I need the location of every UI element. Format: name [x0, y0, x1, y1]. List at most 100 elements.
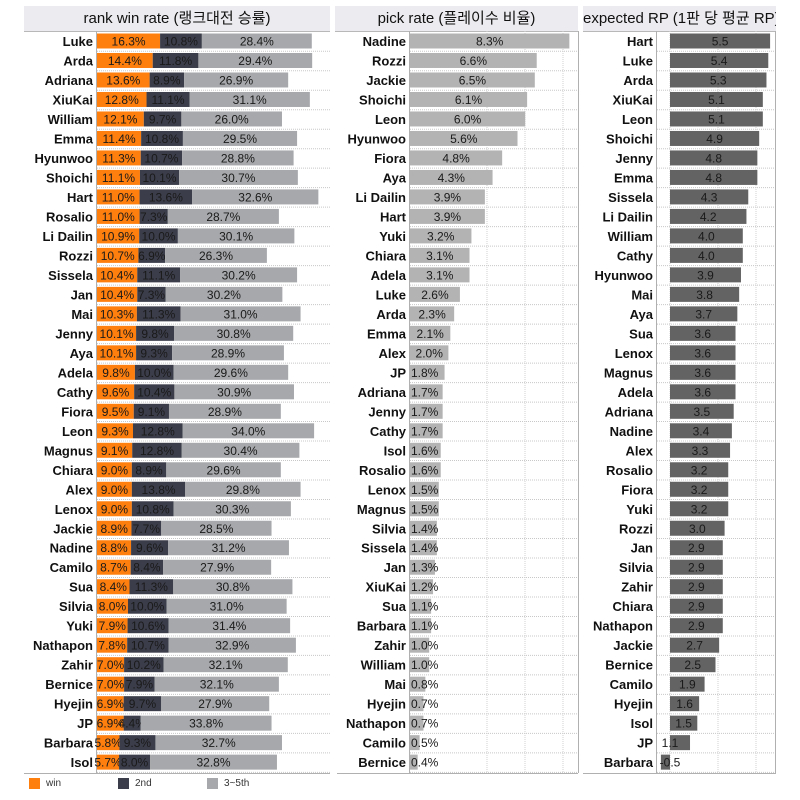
bar-win-camilo [97, 559, 131, 575]
value-label-rp-alex: 3.3 [692, 444, 709, 458]
bar-rp-nadine [670, 423, 732, 439]
x-axis-baseline [24, 773, 330, 774]
category-label-xiukai: XiuKai [53, 92, 93, 107]
bar-pick-adela [410, 267, 470, 283]
category-label-isol: Isol [71, 755, 93, 770]
panel-title-rank-win-rate: rank win rate (랭크대전 승률) [24, 6, 330, 32]
bar-win-fiora [97, 403, 134, 419]
bar-3-5th-lenox [173, 501, 291, 517]
value-label-3-5th-lenox: 30.3% [215, 502, 249, 516]
bar-3-5th-fiora [168, 403, 281, 419]
value-label-2nd-sissela: 11.1% [142, 268, 175, 282]
bar-3-5th-li-dailin [177, 228, 295, 244]
bar-rp-jp [670, 735, 691, 751]
value-label-rp-nadine: 3.4 [693, 424, 710, 438]
bar-rp-silvia [670, 559, 723, 575]
bar-3-5th-jp [140, 715, 272, 731]
bar-pick-cathy [410, 423, 443, 439]
bar-2nd-sua [129, 579, 174, 595]
value-label-rp-jan: 2.9 [688, 541, 705, 555]
value-label-rp-chiara: 2.9 [688, 600, 705, 614]
category-label-nadine: Nadine [50, 541, 93, 556]
category-label-leon: Leon [622, 112, 653, 127]
value-label-3-5th-rosalio: 28.7% [206, 210, 240, 224]
value-label-2nd-camilo: 8.4% [133, 561, 161, 575]
category-label-sua: Sua [69, 580, 94, 595]
bar-pick-chiara [410, 247, 470, 263]
value-label-pick-chiara: 3.1% [426, 249, 454, 263]
bar-win-yuki [97, 618, 128, 634]
bar-rp-luke [670, 52, 769, 68]
category-label-silvia: Silvia [372, 521, 407, 536]
bar-3-5th-mai [180, 306, 301, 322]
value-label-2nd-nathapon: 10.7% [131, 639, 165, 653]
bar-pick-mai [410, 676, 426, 692]
value-label-win-nathapon: 7.8% [98, 639, 126, 653]
category-label-sua: Sua [629, 326, 654, 341]
category-label-hart: Hart [627, 34, 654, 49]
bar-win-isol [97, 754, 120, 770]
value-label-win-fiora: 9.5% [102, 405, 130, 419]
value-label-win-camilo: 8.7% [100, 561, 128, 575]
value-label-2nd-li-dailin: 10.0% [142, 229, 176, 243]
legend-item-win: win [29, 778, 61, 789]
bar-3-5th-camilo [163, 559, 272, 575]
category-label-jan: Jan [384, 560, 406, 575]
bar-3-5th-luke [201, 33, 312, 49]
bar-rp-jenny [670, 150, 758, 166]
bar-3-5th-rozzi [165, 247, 267, 263]
value-label-2nd-nadine: 9.6% [136, 541, 164, 555]
category-label-shoichi: Shoichi [359, 92, 406, 107]
value-label-rp-hyejin: 1.6 [676, 697, 693, 711]
bar-2nd-jp [123, 715, 141, 731]
bar-pick-hyunwoo [410, 130, 518, 146]
bar-pick-magnus [410, 501, 439, 517]
bar-2nd-barbara [119, 735, 156, 751]
bar-2nd-hart [139, 189, 193, 205]
category-label-william: William [361, 658, 406, 673]
value-label-win-silvia: 8.0% [99, 600, 127, 614]
legend-label-3-5th: 3~5th [224, 778, 250, 789]
bar-win-sissela [97, 267, 138, 283]
bar-win-william [97, 111, 144, 127]
legend-swatch-win [29, 778, 40, 789]
value-label-2nd-bernice: 7.9% [126, 678, 154, 692]
bar-pick-sua [410, 598, 432, 614]
value-label-win-jp: 6.9% [97, 717, 125, 731]
value-label-win-alex: 9.0% [101, 483, 129, 497]
category-label-adriana: Adriana [605, 404, 654, 419]
panel-right-border [775, 31, 776, 773]
value-label-win-adela: 9.8% [102, 366, 130, 380]
bar-win-aya [97, 345, 137, 361]
panel-right-border [578, 31, 579, 773]
value-label-win-shoichi: 11.1% [102, 171, 135, 185]
bar-rp-sissela [670, 189, 749, 205]
category-label-sua: Sua [382, 599, 407, 614]
bar-pick-alex [410, 345, 449, 361]
value-label-pick-cathy: 1.7% [411, 424, 439, 438]
value-label-2nd-zahir: 10.2% [127, 658, 161, 672]
value-label-3-5th-chiara: 29.6% [207, 463, 241, 477]
legend-item-3-5th: 3~5th [207, 778, 249, 789]
value-label-rp-lenox: 3.6 [694, 346, 711, 360]
value-label-pick-hart: 3.9% [434, 210, 462, 224]
bar-3-5th-adriana [184, 72, 289, 88]
bar-rp-zahir [670, 579, 723, 595]
category-label-lenox: Lenox [615, 346, 654, 361]
value-label-win-leon: 9.3% [101, 424, 129, 438]
y-axis-line [656, 31, 657, 773]
category-label-jackie: Jackie [613, 638, 653, 653]
bar-rp-rosalio [670, 462, 729, 478]
value-label-pick-zahir: 1.0% [411, 639, 439, 653]
bar-3-5th-aya [172, 345, 284, 361]
value-label-2nd-magnus: 12.8% [140, 444, 174, 458]
value-label-rp-fiora: 3.2 [691, 483, 708, 497]
bar-rp-shoichi [670, 130, 760, 146]
bar-pick-zahir [410, 637, 430, 653]
value-label-rp-luke: 5.4 [711, 54, 728, 68]
bar-2nd-hyunwoo [140, 150, 183, 166]
category-label-barbara: Barbara [44, 736, 94, 751]
bar-pick-isol [410, 442, 441, 458]
category-label-zahir: Zahir [621, 580, 653, 595]
category-label-hyejin: Hyejin [54, 697, 93, 712]
